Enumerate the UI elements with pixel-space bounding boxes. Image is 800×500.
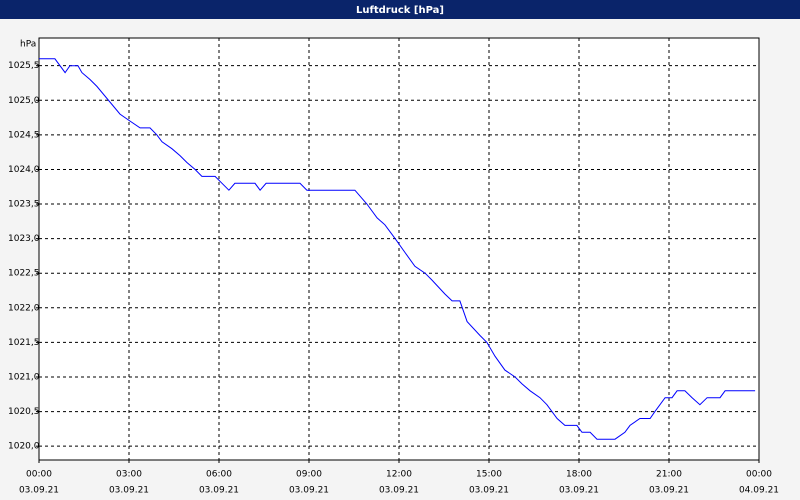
x-tick-label: 12:00 [386, 470, 412, 480]
y-tick-label: 1023,0 [8, 234, 40, 244]
x-tick-label: 09:00 [296, 470, 322, 480]
x-tick-date: 03.09.21 [289, 486, 329, 496]
y-tick-label: 1020,5 [8, 407, 40, 417]
y-tick-label: 1024,0 [8, 165, 40, 175]
y-tick-label: 1025,5 [8, 61, 40, 71]
x-tick-label: 21:00 [656, 470, 682, 480]
y-tick-label: 1022,5 [8, 269, 40, 279]
y-tick-label: 1021,5 [8, 338, 40, 348]
y-axis-label: hPa [20, 40, 36, 50]
x-tick-label: 18:00 [566, 470, 592, 480]
x-tick-date: 03.09.21 [19, 486, 59, 496]
y-tick-label: 1023,5 [8, 200, 40, 210]
x-tick-date: 03.09.21 [649, 486, 689, 496]
x-tick-date: 03.09.21 [469, 486, 509, 496]
x-tick-label: 03:00 [116, 470, 142, 480]
y-tick-label: 1020,0 [8, 442, 40, 452]
x-tick-label: 00:00 [26, 470, 52, 480]
y-tick-label: 1025,0 [8, 96, 40, 106]
x-tick-label: 15:00 [476, 470, 502, 480]
x-tick-label: 06:00 [206, 470, 232, 480]
x-tick-date: 03.09.21 [109, 486, 149, 496]
x-tick-date: 03.09.21 [199, 486, 239, 496]
x-tick-date: 03.09.21 [379, 486, 419, 496]
x-tick-label: 00:00 [746, 470, 772, 480]
line-series [39, 58, 756, 440]
chart-title: Luftdruck [hPa] [356, 5, 444, 16]
title-bar [0, 0, 800, 19]
x-tick-date: 04.09.21 [739, 486, 779, 496]
x-tick-date: 03.09.21 [559, 486, 599, 496]
y-tick-label: 1021,0 [8, 372, 40, 382]
y-tick-label: 1022,0 [8, 303, 40, 313]
y-tick-label: 1024,5 [8, 130, 40, 140]
